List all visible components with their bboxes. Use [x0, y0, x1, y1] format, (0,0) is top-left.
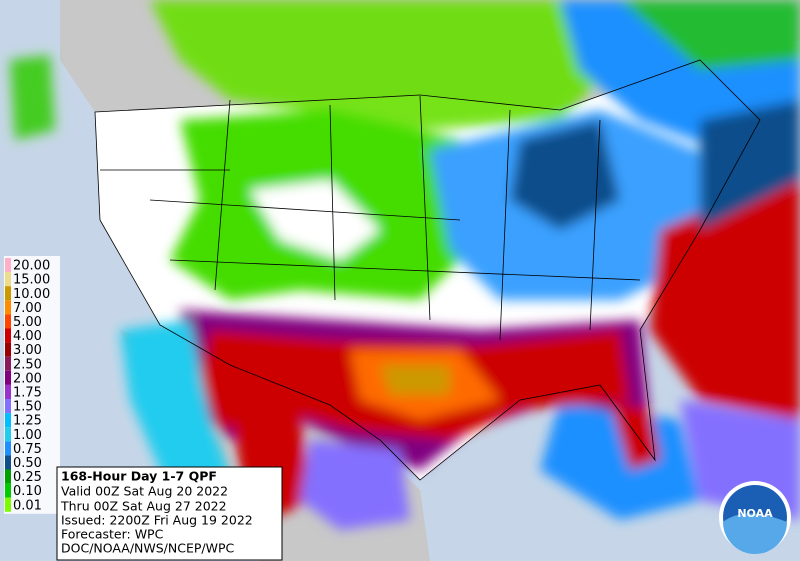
legend-label: 3.00	[13, 343, 42, 358]
legend-swatch	[5, 300, 11, 315]
legend-swatch	[5, 497, 11, 512]
legend-label: 1.50	[13, 400, 42, 415]
legend-label: 2.50	[13, 357, 42, 372]
legend-label: 4.00	[13, 329, 42, 344]
legend-label: 7.00	[13, 301, 42, 316]
legend-swatch	[5, 483, 11, 498]
legend-swatch	[5, 286, 11, 301]
legend-label: 1.00	[13, 428, 42, 443]
logo-wave	[723, 513, 787, 554]
legend-swatch	[5, 455, 11, 470]
legend: 20.0015.0010.007.005.004.003.002.502.001…	[4, 256, 60, 514]
info-line: Forecaster: WPC	[61, 527, 164, 542]
legend-label: 10.00	[13, 287, 50, 302]
legend-label: 1.25	[13, 414, 42, 429]
legend-label: 0.10	[13, 484, 42, 499]
legend-label: 0.01	[13, 498, 42, 513]
legend-swatch	[5, 328, 11, 343]
legend-label: 5.00	[13, 315, 42, 330]
logo-text: NOAA	[737, 507, 773, 520]
info-line: Issued: 2200Z Fri Aug 19 2022	[61, 513, 253, 528]
legend-swatch	[5, 469, 11, 484]
legend-swatch	[5, 356, 11, 371]
legend-swatch	[5, 342, 11, 357]
info-box	[56, 466, 283, 561]
legend-swatch	[5, 413, 11, 428]
legend-panel	[4, 256, 60, 514]
legend-label: 0.25	[13, 470, 42, 485]
legend-label: 2.00	[13, 371, 42, 386]
legend-swatch	[5, 272, 11, 287]
legend-swatch	[5, 399, 11, 414]
info-title: 168-Hour Day 1-7 QPF	[61, 469, 217, 484]
info-line: DOC/NOAA/NWS/NCEP/WPC	[61, 541, 235, 556]
legend-swatch	[5, 384, 11, 399]
legend-swatch	[5, 441, 11, 456]
legend-label: 20.00	[13, 259, 50, 274]
legend-swatch	[5, 427, 11, 442]
noaa-logo: NOAA	[719, 481, 791, 554]
legend-swatch	[5, 258, 11, 273]
legend-label: 0.75	[13, 442, 42, 457]
legend-swatch	[5, 370, 11, 385]
legend-label: 1.75	[13, 385, 42, 400]
legend-label: 0.50	[13, 456, 42, 471]
legend-label: 15.00	[13, 273, 50, 288]
boundaries	[94, 59, 761, 481]
info-line: Thru 00Z Sat Aug 27 2022	[60, 499, 227, 514]
legend-swatch	[5, 314, 11, 329]
info-line: Valid 00Z Sat Aug 20 2022	[61, 484, 228, 499]
